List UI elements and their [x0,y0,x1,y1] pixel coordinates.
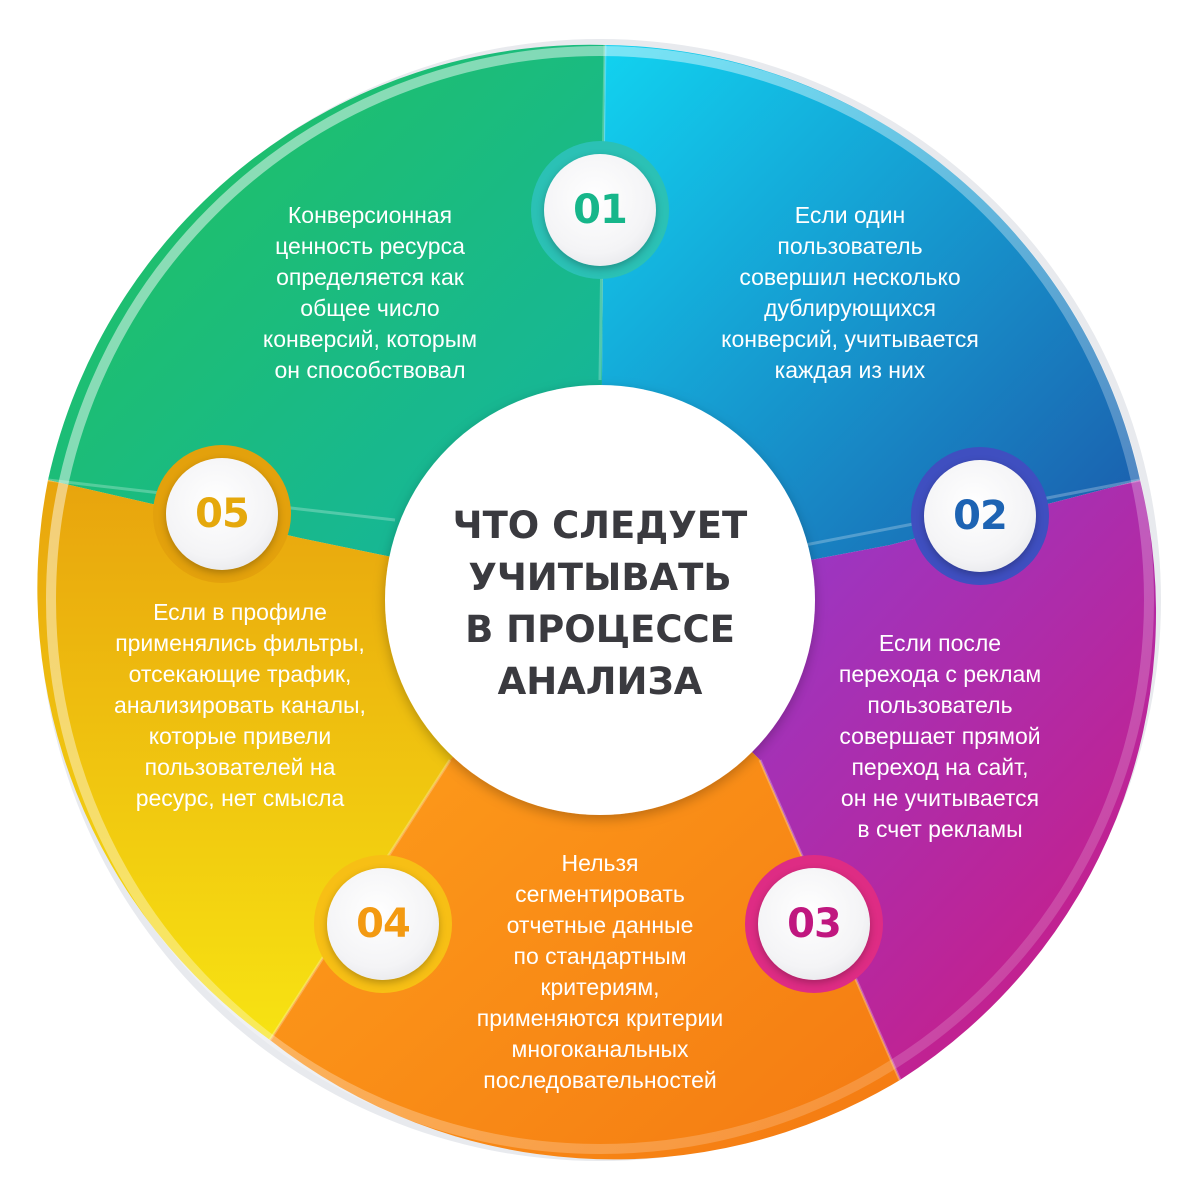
text-line: в счет рекламы [857,816,1023,842]
text-line: пользователь [777,233,923,259]
text-line: многоканальных [511,1036,689,1062]
text-line: по стандартным [513,943,687,969]
badge-number-01: 01 [544,154,656,266]
text-line: Если один [794,202,906,228]
badge-02: 02 [911,447,1049,585]
text-line: конверсий, учитывается [721,326,979,352]
text-line: дублирующихся [764,295,936,321]
center-title: ЧТО СЛЕДУЕТ УЧИТЫВАТЬ В ПРОЦЕССЕ АНАЛИЗА [420,500,780,708]
center-title-line: АНАЛИЗА [497,660,703,703]
text-line: ценность ресурса [275,233,465,259]
text-line: совершает прямой [839,723,1041,749]
segment-text-02: Если после перехода с реклам пользовател… [790,628,1090,845]
text-line: последовательностей [483,1067,717,1093]
rim-gloss [46,46,1154,1154]
badge-05: 05 [153,445,291,583]
text-line: критериям, [540,974,660,1000]
text-line: определяется как [276,264,464,290]
text-line: сегментировать [515,881,685,907]
text-line: которые привели [148,723,332,749]
badge-number-05: 05 [166,458,278,570]
text-line: конверсий, которым [262,326,478,352]
text-line: каждая из них [774,357,926,383]
text-line: Конверсионная [287,202,453,228]
badge-number-03: 03 [758,868,870,980]
badge-number-02: 02 [924,460,1036,572]
text-line: отчетные данные [506,912,694,938]
text-line: пользователей на [144,754,336,780]
center-title-line: УЧИТЫВАТЬ [468,556,732,599]
text-line: совершил несколько [739,264,961,290]
segment-text-01: Если один пользователь совершил нескольк… [690,200,1010,386]
text-line: применяются критерии [476,1005,724,1031]
text-line: анализировать каналы, [114,692,366,718]
segment-orange [270,600,900,1160]
text-line: общее число [300,295,440,321]
text-line: переход на сайт, [851,754,1029,780]
text-line: отсекающие трафик, [128,661,352,687]
text-line: перехода с реклам [838,661,1042,687]
segment-text-03: Нельзя сегментировать отчетные данные по… [440,848,760,1096]
text-line: Если в профиле [153,599,327,625]
badge-01: 01 [531,141,669,279]
segment-text-05: Конверсионная ценность ресурса определяе… [210,200,530,386]
text-line: пользователь [867,692,1013,718]
text-line: Если после [878,630,1002,656]
text-line: применялись фильтры, [115,630,365,656]
text-line: Нельзя [561,850,639,876]
text-line: ресурс, нет смысла [135,785,345,811]
segment-text-04: Если в профиле применялись фильтры, отсе… [80,597,400,814]
text-line: он способствовал [274,357,466,383]
badge-number-04: 04 [327,868,439,980]
center-disk [385,385,815,815]
badge-03: 03 [745,855,883,993]
badge-04: 04 [314,855,452,993]
center-title-line: В ПРОЦЕССЕ [465,608,735,651]
center-title-line: ЧТО СЛЕДУЕТ [452,504,748,547]
text-line: он не учитывается [840,785,1040,811]
